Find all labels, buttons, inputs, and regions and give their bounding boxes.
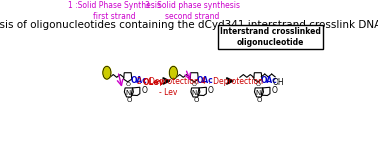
Text: OAc: OAc xyxy=(260,76,277,85)
Text: O: O xyxy=(142,86,147,95)
Text: OH: OH xyxy=(272,78,284,87)
Text: N: N xyxy=(125,90,130,96)
Text: 1 :Solid Phase Synthesis
first strand: 1 :Solid Phase Synthesis first strand xyxy=(68,1,161,21)
Text: 3 : Solid phase synthesis
second strand: 3 : Solid phase synthesis second strand xyxy=(145,1,240,21)
Text: O: O xyxy=(127,98,132,103)
Text: Interstrand crosslinked
oligonucleotide: Interstrand crosslinked oligonucleotide xyxy=(220,27,321,47)
Text: 4 : Deprotection: 4 : Deprotection xyxy=(201,77,263,86)
Text: O: O xyxy=(272,86,277,95)
Text: O: O xyxy=(125,82,130,87)
Text: OAc: OAc xyxy=(197,76,214,85)
Text: 2 : Deprotection
- Lev: 2 : Deprotection - Lev xyxy=(137,77,199,97)
Circle shape xyxy=(169,66,177,79)
Text: O: O xyxy=(257,98,262,103)
Text: N: N xyxy=(192,90,197,96)
Text: O: O xyxy=(194,98,199,103)
Text: O: O xyxy=(192,82,197,87)
Circle shape xyxy=(103,66,111,79)
Text: O: O xyxy=(208,86,214,95)
Text: OAc: OAc xyxy=(130,76,147,85)
Text: OLev: OLev xyxy=(143,78,164,87)
Text: Synthesis of oligonucleotides containing the dCyd341 interstrand crosslink DNA l: Synthesis of oligonucleotides containing… xyxy=(0,20,378,30)
Text: N: N xyxy=(255,90,260,96)
Text: O: O xyxy=(255,82,260,87)
